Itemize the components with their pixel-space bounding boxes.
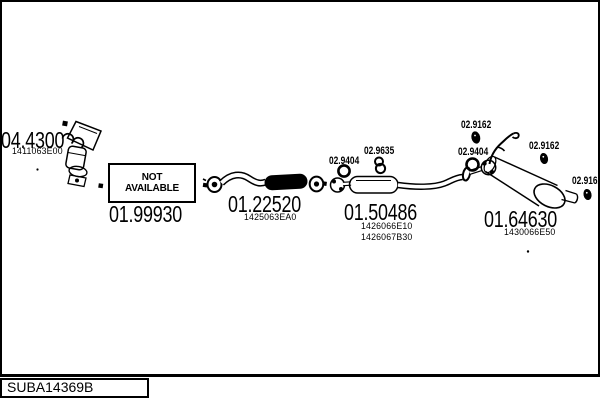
front-pipe-part-number: 1425063EA0: [244, 212, 297, 223]
gasket-label-right: 02.9404: [458, 145, 489, 158]
mount-label-3: 02.9162: [572, 174, 600, 187]
front-pipe-part-code: 01.22520: [228, 191, 301, 217]
mount-label-2: 02.9162: [529, 139, 560, 152]
not-available-box: NOT AVAILABLE: [108, 163, 196, 203]
not-available-line1: NOT: [141, 172, 163, 183]
center-muffler-part-number-2: 1426067B30: [361, 232, 413, 243]
rear-muffler-part-code: 01.64630: [484, 205, 557, 232]
manifold-catalyst-drawing: [61, 120, 102, 188]
bottom-rule: [0, 374, 600, 377]
catalog-code: SUBA14369B: [7, 379, 94, 395]
manifold-part-code: 04.4300: [1, 127, 65, 153]
frame-left: [0, 0, 2, 377]
center-muffler-drawing: [348, 175, 399, 194]
manifold-part-number: 1411063E00: [12, 146, 63, 157]
mount-label-1: 02.9162: [461, 118, 492, 131]
unavailable-part-code: 01.99930: [109, 200, 182, 227]
gasket-ring-drawing-left: [337, 164, 351, 178]
center-muffler-part-code: 01.50486: [344, 198, 417, 225]
catalog-code-box: SUBA14369B: [0, 378, 149, 398]
front-pipe-drawing: [202, 171, 352, 193]
mount-drawings: [471, 131, 592, 201]
hanger-label: 02.9635: [364, 144, 395, 157]
rear-muffler-drawing: [480, 132, 579, 209]
frame-top: [0, 0, 600, 2]
not-available-line2: AVAILABLE: [125, 183, 179, 194]
gasket-ring-drawing-right: [465, 157, 480, 172]
frame-right: [597, 0, 600, 377]
flex-section-drawing: [264, 173, 308, 191]
gasket-label-left: 02.9404: [329, 154, 360, 167]
center-muffler-part-number-1: 1426066E10: [361, 221, 413, 232]
specks: [36, 168, 530, 253]
hanger-drawing: [374, 156, 387, 175]
rear-muffler-part-number: 1430066E50: [504, 227, 556, 238]
